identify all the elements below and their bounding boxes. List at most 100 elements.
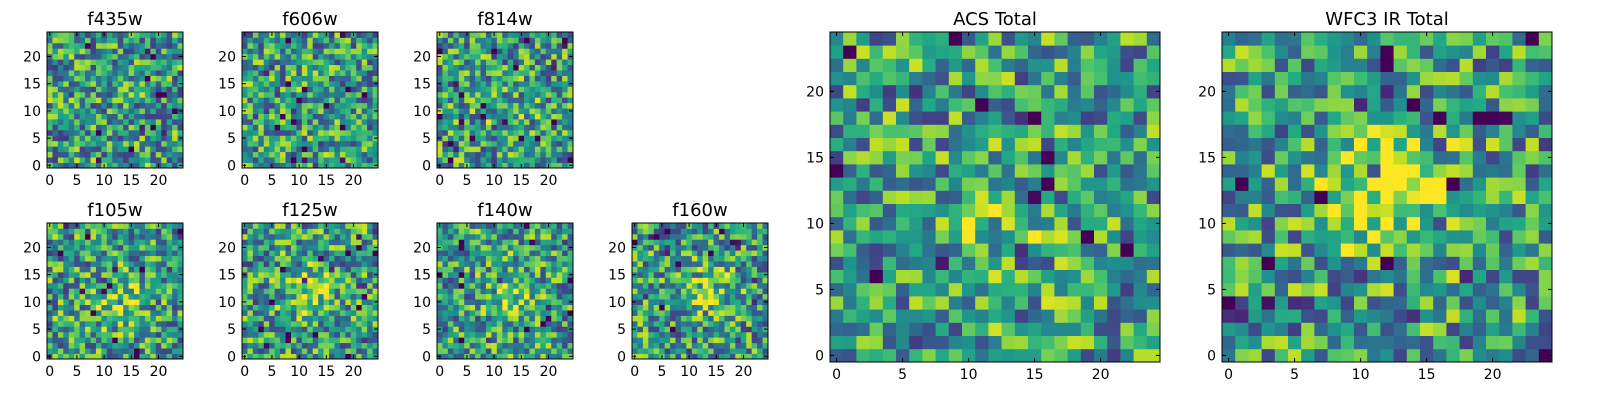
heatmap-cell (155, 124, 162, 131)
heatmap-cell (458, 310, 465, 316)
heatmap-cell (447, 223, 454, 229)
heatmap-cell (263, 288, 270, 295)
heatmap-cell (361, 64, 368, 71)
heatmap-cell (762, 304, 769, 311)
heatmap-cell (139, 146, 146, 153)
heatmap-cell (318, 91, 324, 98)
heatmap-cell (507, 64, 514, 71)
heatmap-cell (117, 102, 124, 109)
heatmap-cell (437, 288, 443, 295)
heatmap-cell (529, 266, 536, 273)
heatmap-cell (318, 288, 324, 295)
heatmap-cell (869, 282, 884, 297)
heatmap-cell (112, 331, 119, 338)
heatmap-cell (128, 70, 135, 76)
heatmap-cell (442, 162, 449, 169)
heatmap-cell (74, 277, 81, 284)
heatmap-cell (263, 244, 270, 251)
heatmap-cell (361, 86, 368, 93)
heatmap-cell (161, 37, 168, 44)
heatmap-cell (447, 37, 454, 44)
heatmap-cell (540, 315, 547, 322)
heatmap-cell (513, 261, 519, 267)
heatmap-cell (642, 288, 649, 295)
heatmap-cell (101, 75, 108, 82)
heatmap-cell (545, 86, 552, 93)
heatmap-cell (551, 157, 558, 163)
heatmap-cell (285, 304, 292, 311)
heatmap-cell (1028, 243, 1042, 257)
heatmap-cell (166, 353, 173, 360)
heatmap-cell (123, 102, 129, 109)
heatmap-cell (1014, 256, 1029, 270)
heatmap-cell (139, 97, 146, 104)
heatmap-cell (252, 162, 259, 169)
heatmap-cell (540, 42, 547, 49)
heatmap-cell (312, 288, 319, 295)
heatmap-cell (534, 151, 541, 158)
heatmap-cell (740, 261, 747, 267)
heatmap-cell (469, 337, 476, 344)
heatmap-cell (551, 299, 558, 305)
heatmap-cell (458, 266, 465, 273)
heatmap-cell (686, 282, 693, 289)
y-tick-label: 20 (23, 49, 41, 65)
heatmap-cell (464, 124, 471, 131)
heatmap-cell (90, 64, 97, 71)
heatmap-cell (95, 353, 102, 360)
heatmap-cell (458, 108, 465, 114)
heatmap-cell (361, 282, 368, 289)
heatmap-cell (290, 151, 297, 158)
heatmap-cell (269, 140, 276, 147)
heatmap-cell (57, 348, 64, 354)
heatmap-cell (263, 266, 270, 273)
heatmap-cell (632, 288, 638, 295)
heatmap-cell (258, 162, 265, 169)
heatmap-cell (988, 309, 1002, 323)
heatmap-cell (869, 177, 884, 191)
heatmap-cell (52, 250, 59, 257)
heatmap-cell (562, 146, 568, 153)
heatmap-cell (350, 140, 357, 147)
heatmap-cell (345, 80, 352, 87)
heatmap-cell (47, 342, 53, 349)
heatmap-cell (975, 190, 989, 204)
heatmap-cell (664, 337, 671, 344)
heatmap-cell (691, 315, 698, 322)
heatmap-cell (562, 97, 568, 104)
heatmap-cell (95, 124, 102, 131)
heatmap-cell (909, 335, 923, 350)
heatmap-cell (437, 70, 443, 76)
heatmap-cell (1001, 203, 1016, 218)
heatmap-cell (458, 288, 465, 295)
heatmap-cell (697, 261, 704, 267)
heatmap-cell (323, 140, 330, 147)
heatmap-cell (128, 75, 135, 82)
heatmap-cell (345, 97, 352, 104)
heatmap-cell (172, 86, 178, 93)
heatmap-cell (691, 228, 698, 235)
heatmap-cell (318, 124, 324, 131)
heatmap-cell (529, 37, 536, 44)
heatmap-cell (106, 135, 113, 142)
heatmap-cell (518, 146, 525, 153)
heatmap-cell (691, 331, 698, 338)
heatmap-cell (274, 299, 281, 305)
heatmap-cell (1146, 256, 1161, 270)
y-tick-label: 15 (413, 77, 431, 93)
heatmap-cell (545, 266, 552, 273)
heatmap-cell (475, 239, 481, 246)
heatmap-cell (637, 348, 644, 354)
heatmap-cell (680, 310, 687, 316)
heatmap-cell (172, 64, 178, 71)
heatmap-cell (480, 304, 487, 311)
heatmap-cell (762, 310, 769, 316)
heatmap-cell (318, 70, 324, 76)
heatmap-cell (74, 326, 81, 333)
heatmap-cell (296, 288, 303, 295)
heatmap-cell (345, 91, 352, 98)
heatmap-cell (724, 310, 731, 316)
heatmap-cell (485, 331, 492, 338)
heatmap-cell (123, 42, 129, 49)
heatmap-cell (85, 157, 91, 163)
